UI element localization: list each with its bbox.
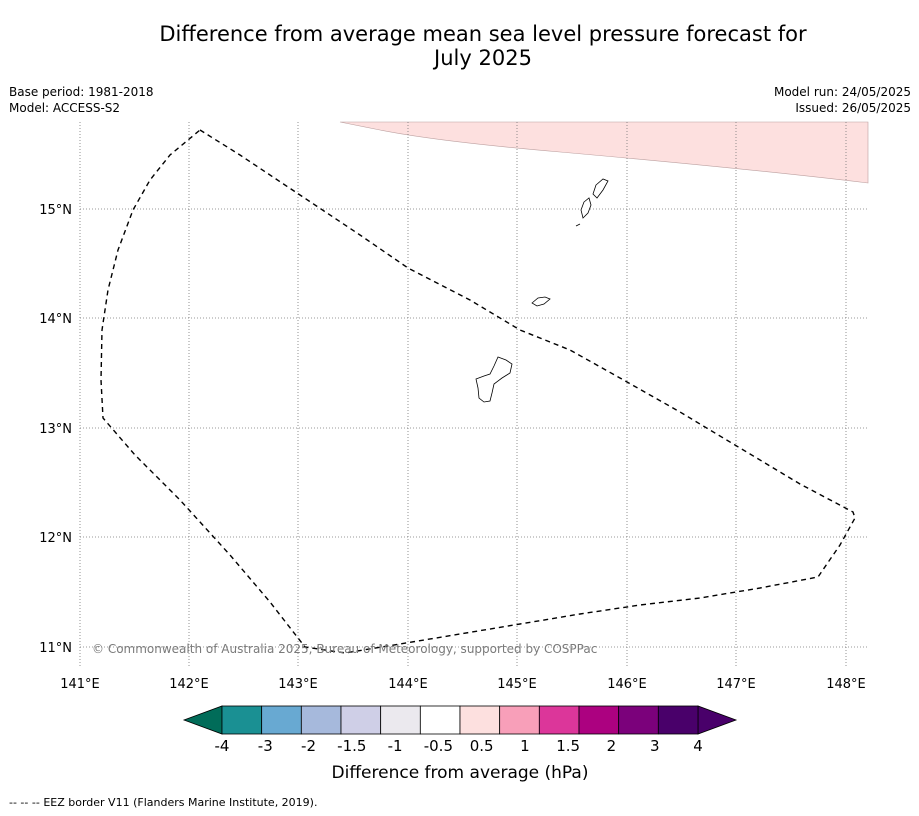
colorbar-segment (340, 705, 382, 735)
model-run: Model run: 24/05/2025 (773, 85, 911, 99)
island-guam (475, 356, 513, 403)
colorbar-label: -0.5 (424, 737, 453, 755)
islands (475, 178, 609, 403)
colorbar: -4 -3 -2 -1.5 -1 -0.5 0.5 1 1.5 2 3 4 Difference fr… (182, 705, 738, 783)
colorbar-over-arrow (697, 705, 738, 735)
colorbar-segments (221, 705, 699, 735)
colorbar-segment (538, 705, 580, 735)
lon-tick-label: 145°E (497, 677, 537, 692)
lat-tick-label: 11°N (39, 641, 72, 656)
chart-title: Difference from average mean sea level p… (0, 22, 919, 70)
gridlines (79, 122, 868, 668)
title-line-2: July 2025 (434, 46, 532, 70)
colorbar-segment (419, 705, 461, 735)
colorbar-segment (300, 705, 342, 735)
eez-legend-symbol: -- -- -- (9, 796, 40, 809)
colorbar-segment (380, 705, 421, 735)
colorbar-labels: -4 -3 -2 -1.5 -1 -0.5 0.5 1 1.5 2 3 4 (215, 737, 703, 755)
meta-right: Model run: 24/05/2025 Issued: 26/05/2025 (774, 84, 911, 116)
lon-tick-label: 142°E (169, 677, 209, 692)
colorbar-label: 3 (650, 737, 660, 755)
footer-legend: -- -- -- EEZ border V11 (Flanders Marine… (9, 796, 317, 809)
title-line-1: Difference from average mean sea level p… (159, 22, 807, 46)
lat-tick-label: 14°N (39, 312, 72, 327)
colorbar-label: -3 (258, 737, 273, 755)
colorbar-segment (657, 705, 699, 735)
colorbar-label: 1.5 (556, 737, 580, 755)
colorbar-label: 4 (693, 737, 703, 755)
lat-tick-label: 15°N (39, 203, 72, 218)
colorbar-segment (578, 705, 620, 735)
lat-tick-label: 12°N (39, 531, 72, 546)
colorbar-label: -2 (301, 737, 316, 755)
colorbar-segment (618, 705, 659, 735)
lat-tick-label: 13°N (39, 422, 72, 437)
copyright-text: © Commonwealth of Australia 2025, Bureau… (92, 642, 597, 656)
lon-tick-label: 143°E (278, 677, 318, 692)
colorbar-label: 2 (607, 737, 617, 755)
eez-legend-text: EEZ border V11 (Flanders Marine Institut… (43, 796, 318, 809)
colorbar-label: -1.5 (337, 737, 366, 755)
island-rota (531, 296, 551, 307)
colorbar-segment (459, 705, 501, 735)
colorbar-label: 0.5 (470, 737, 494, 755)
meta-left: Base period: 1981-2018 Model: ACCESS-S2 (9, 84, 154, 116)
colorbar-label: 1 (520, 737, 530, 755)
island-saipan (592, 178, 609, 199)
colorbar-segment (499, 705, 540, 735)
colorbar-label: -1 (388, 737, 403, 755)
lon-tick-label: 144°E (388, 677, 428, 692)
colorbar-under-arrow (182, 705, 223, 735)
pressure-anomaly-region (339, 121, 869, 184)
lat-tick-labels: 15°N 14°N 13°N 12°N 11°N (39, 203, 72, 656)
lon-tick-label: 147°E (716, 677, 756, 692)
base-period: Base period: 1981-2018 (9, 85, 154, 99)
issued-date: Issued: 26/05/2025 (795, 101, 911, 115)
colorbar-segment (221, 705, 263, 735)
model-name: Model: ACCESS-S2 (9, 101, 121, 115)
colorbar-segment (261, 705, 302, 735)
lon-tick-label: 141°E (60, 677, 100, 692)
island-aguijan (575, 223, 581, 227)
lon-tick-labels: 141°E 142°E 143°E 144°E 145°E 146°E 147°… (60, 677, 866, 692)
eez-border (100, 129, 856, 654)
colorbar-title: Difference from average (hPa) (332, 763, 589, 783)
island-tinian (580, 197, 592, 219)
colorbar-label: -4 (215, 737, 230, 755)
lon-tick-label: 146°E (607, 677, 647, 692)
lon-tick-label: 148°E (826, 677, 866, 692)
